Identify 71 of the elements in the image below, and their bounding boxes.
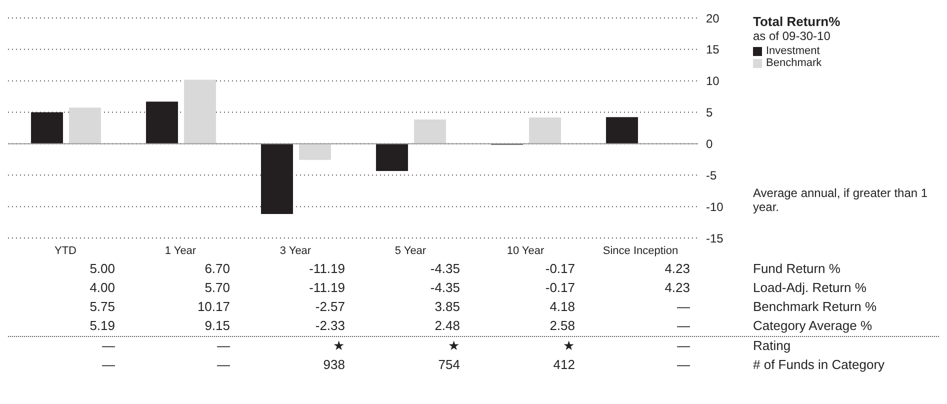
- text: Rating: [753, 338, 791, 353]
- text: 5.75: [88, 299, 115, 314]
- text: -0.17: [544, 280, 575, 295]
- text: 754: [437, 357, 460, 372]
- text: 412: [552, 357, 575, 372]
- text: Benchmark Return %: [753, 299, 877, 314]
- text: —: [216, 357, 230, 372]
- text: 9.15: [204, 318, 230, 333]
- text: -11.19: [308, 280, 345, 295]
- bar: [31, 112, 63, 144]
- text: Fund Return %: [753, 261, 840, 276]
- bar: [69, 108, 101, 144]
- text: 5.19: [88, 318, 115, 333]
- y-tick-label: 15: [706, 42, 720, 57]
- y-tick-label: -5: [706, 168, 717, 182]
- x-tick-label: Since Inception: [602, 244, 678, 257]
- x-tick-label: 10 Year: [506, 244, 544, 257]
- x-tick-label: 5 Year: [394, 244, 426, 257]
- text: —: [676, 299, 690, 314]
- text: —: [676, 338, 690, 353]
- text: Load-Adj. Return %: [753, 280, 866, 295]
- text: -4.35: [429, 261, 460, 276]
- text: 4.23: [664, 280, 690, 295]
- text: —: [676, 357, 690, 372]
- text: as of 09-30-10: [753, 29, 832, 43]
- text: -2.57: [314, 299, 345, 314]
- text: 2.48: [434, 318, 460, 333]
- text: —: [101, 338, 115, 353]
- legend-label: Benchmark: [766, 57, 822, 69]
- x-tick-label: 3 Year: [280, 244, 312, 257]
- text: ★: [447, 338, 460, 353]
- text: —: [216, 338, 230, 353]
- x-tick-label: 1 Year: [164, 244, 196, 257]
- text: —: [676, 318, 690, 333]
- text: 2.58: [548, 318, 575, 333]
- y-tick-label: 20: [706, 11, 720, 26]
- text: -2.33: [314, 318, 345, 333]
- text: 4.18: [548, 299, 575, 314]
- y-tick-label: 10: [706, 74, 720, 88]
- text: -11.19: [308, 261, 345, 276]
- text: # of Funds in Category: [753, 357, 885, 372]
- text: 3.85: [434, 299, 460, 314]
- text: ★: [332, 338, 345, 353]
- y-tick-label: -10: [706, 200, 724, 214]
- bar: [606, 117, 638, 144]
- legend-title: Total Return%: [753, 14, 840, 29]
- text: 938: [322, 357, 345, 372]
- text: Average annual, if greater than 1 year.: [753, 186, 929, 214]
- text: 4.23: [664, 261, 690, 276]
- y-tick-label: 0: [706, 136, 713, 151]
- bar: [529, 117, 561, 144]
- text: 10.17: [196, 299, 230, 314]
- bar: [414, 120, 446, 144]
- text: —: [101, 357, 115, 372]
- text: 5.70: [204, 280, 230, 295]
- text: -0.17: [544, 261, 575, 276]
- bar: [261, 144, 293, 214]
- bar: [184, 80, 216, 144]
- text: ★: [562, 338, 575, 353]
- text: 5.00: [88, 261, 115, 276]
- text: 4.00: [88, 280, 115, 295]
- text: Category Average %: [753, 318, 872, 333]
- text: 6.70: [204, 261, 230, 276]
- bar: [146, 102, 178, 144]
- bar: [299, 144, 331, 160]
- legend-label: Investment: [766, 45, 820, 57]
- bar: [376, 144, 408, 172]
- y-tick-label: -15: [706, 231, 724, 246]
- x-tick-label: YTD: [54, 244, 77, 257]
- text: -4.35: [429, 280, 460, 295]
- y-tick-label: 5: [706, 106, 713, 120]
